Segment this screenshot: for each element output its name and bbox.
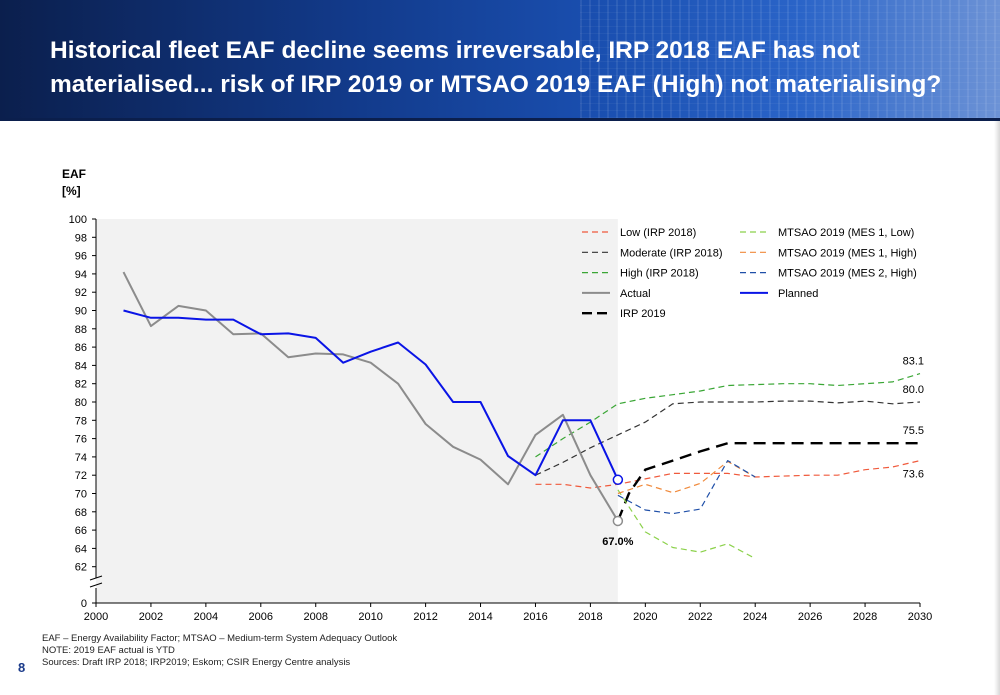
- series-line-actual: [122, 271, 619, 522]
- series-line-low-irp-2018: [535, 460, 921, 489]
- data-label-2019-actual: 67.0%: [602, 536, 633, 548]
- x-tick-label: 2026: [798, 611, 822, 623]
- y-tick-label: 72: [75, 470, 87, 482]
- page-number: 8: [18, 660, 26, 675]
- data-point-marker: [612, 474, 624, 486]
- x-tick-label: 2006: [249, 611, 273, 623]
- data-label-end-value: 73.6: [903, 469, 924, 481]
- legend-label: Planned: [778, 288, 818, 300]
- x-tick-label: 2022: [688, 611, 712, 623]
- legend-label: Low (IRP 2018): [620, 227, 696, 239]
- y-axis-label: EAF: [62, 167, 86, 181]
- y-tick-label: 66: [75, 525, 87, 537]
- x-tick-label: 2000: [84, 611, 108, 623]
- y-tick-label: 0: [81, 598, 87, 610]
- y-tick-label: 78: [75, 415, 87, 427]
- y-tick-label: 82: [75, 379, 87, 391]
- footnotes: EAF – Energy Availability Factor; MTSAO …: [42, 633, 742, 669]
- footnote-sources: Sources: Draft IRP 2018; IRP2019; Eskom;…: [42, 657, 351, 668]
- footnote-note: NOTE: 2019 EAF actual is YTD: [42, 645, 175, 656]
- x-tick-label: 2030: [908, 611, 932, 623]
- y-tick-label: 94: [75, 269, 87, 281]
- y-tick-label: 68: [75, 507, 87, 519]
- y-tick-label: 88: [75, 324, 87, 336]
- y-tick-label: 100: [69, 214, 87, 226]
- series-line-planned: [123, 309, 619, 481]
- banner-divider: [0, 118, 1000, 121]
- x-tick-label: 2012: [413, 611, 437, 623]
- legend-label: MTSAO 2019 (MES 2, High): [778, 268, 917, 280]
- x-tick-label: 2004: [194, 611, 218, 623]
- legend-label: IRP 2019: [620, 308, 666, 320]
- x-tick-label: 2020: [633, 611, 657, 623]
- title-banner: Historical fleet EAF decline seems irrev…: [0, 0, 1000, 118]
- y-tick-label: 70: [75, 489, 87, 501]
- data-label-end-value: 75.5: [903, 425, 924, 437]
- y-tick-label: 98: [75, 232, 87, 244]
- x-tick-label: 2028: [853, 611, 877, 623]
- legend-label: Actual: [620, 288, 651, 300]
- y-tick-label: 92: [75, 287, 87, 299]
- legend-label: Moderate (IRP 2018): [620, 247, 723, 259]
- slide-title: Historical fleet EAF decline seems irrev…: [50, 37, 942, 98]
- series-line-moderate-irp-2018: [535, 400, 921, 476]
- series-line-irp-2019: [616, 442, 920, 522]
- y-axis-unit-label: [%]: [62, 184, 81, 198]
- series-line-mtsao-2019-mes-2-high: [617, 460, 756, 515]
- y-tick-label: 90: [75, 306, 87, 318]
- y-tick-label: 96: [75, 251, 87, 263]
- x-tick-label: 2008: [303, 611, 327, 623]
- x-tick-label: 2016: [523, 611, 547, 623]
- legend-label: MTSAO 2019 (MES 1, High): [778, 247, 917, 259]
- series-line-mtsao-2019-mes-1-high: [617, 460, 756, 495]
- y-tick-label: 74: [75, 452, 87, 464]
- footnote-abbreviations: EAF – Energy Availability Factor; MTSAO …: [42, 633, 398, 644]
- series-line-mtsao-2019-mes-1-low: [617, 489, 756, 560]
- y-tick-label: 80: [75, 397, 87, 409]
- y-tick-label: 86: [75, 342, 87, 354]
- data-label-end-value: 80.0: [903, 384, 924, 396]
- x-tick-label: 2010: [358, 611, 382, 623]
- page-edge-shadow: [994, 121, 1000, 695]
- data-point-marker: [612, 515, 624, 527]
- y-tick-label: 76: [75, 434, 87, 446]
- banner-pattern: [580, 0, 1000, 118]
- y-tick-label: 62: [75, 562, 87, 574]
- legend-label: High (IRP 2018): [620, 268, 699, 280]
- legend-label: MTSAO 2019 (MES 1, Low): [778, 227, 914, 239]
- historical-period-shading: [96, 219, 618, 603]
- x-tick-label: 2014: [468, 611, 492, 623]
- data-label-end-value: 83.1: [903, 356, 924, 368]
- x-tick-label: 2002: [139, 611, 163, 623]
- y-tick-label: 64: [75, 543, 87, 555]
- y-tick-label: 84: [75, 360, 87, 372]
- axis-break-mark: [89, 582, 103, 588]
- axis-break-mark: [89, 575, 103, 581]
- x-tick-label: 2018: [578, 611, 602, 623]
- x-tick-label: 2024: [743, 611, 767, 623]
